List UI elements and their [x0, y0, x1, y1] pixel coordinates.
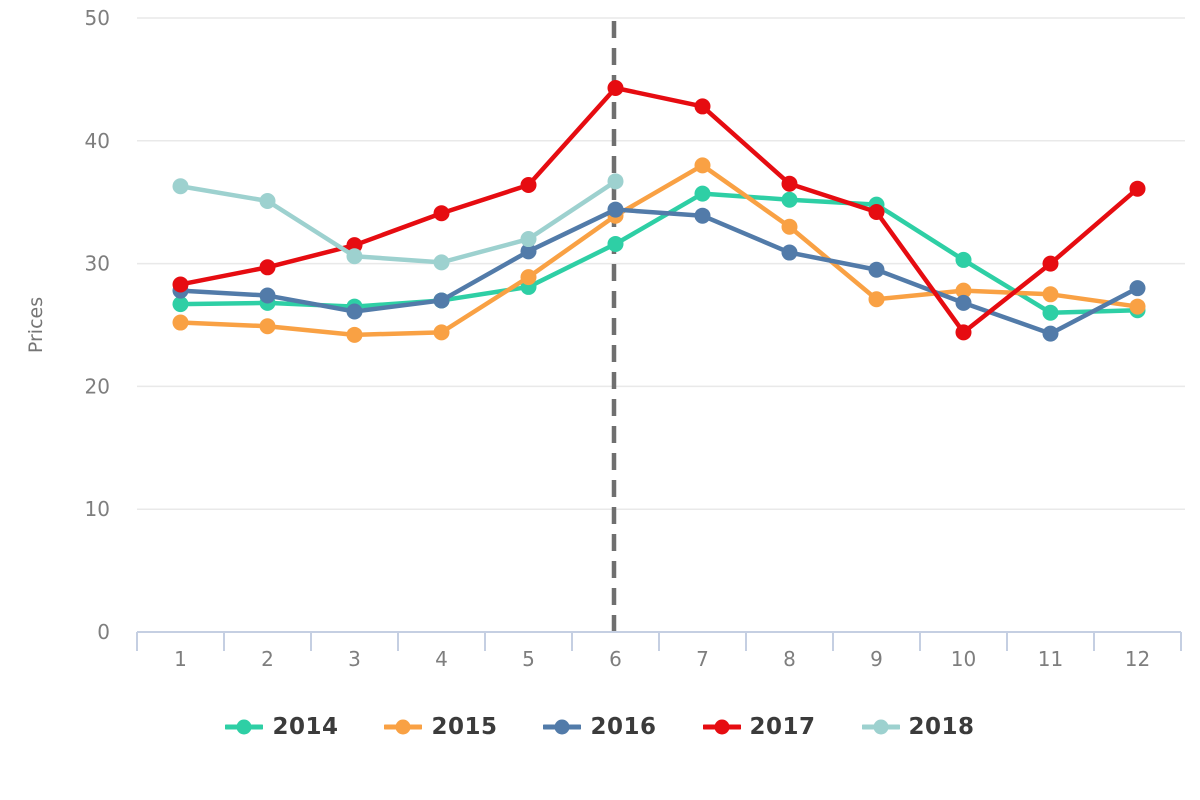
- data-point-2018-m2[interactable]: [259, 192, 276, 209]
- legend-label: 2017: [749, 714, 816, 740]
- x-tick-label-11: 11: [1038, 647, 1063, 671]
- data-point-2015-m11[interactable]: [1042, 286, 1059, 303]
- data-point-2015-m3[interactable]: [346, 326, 363, 343]
- legend-marker-icon: [225, 719, 264, 735]
- legend-marker-icon: [543, 719, 582, 735]
- data-point-2018-m6[interactable]: [607, 173, 624, 190]
- x-tick-label-10: 10: [951, 647, 976, 671]
- data-point-2014-m7[interactable]: [694, 185, 711, 202]
- legend-dot: [554, 719, 570, 735]
- legend-label: 2015: [431, 714, 498, 740]
- legend-item-2014[interactable]: 2014: [225, 714, 338, 740]
- legend-dot: [236, 719, 252, 735]
- x-tick-label-5: 5: [522, 647, 535, 671]
- y-axis-title: Prices: [25, 297, 47, 353]
- data-point-2015-m4[interactable]: [433, 324, 450, 341]
- x-tick-label-1: 1: [174, 647, 187, 671]
- data-point-2015-m9[interactable]: [868, 291, 885, 308]
- y-tick-label-20: 20: [85, 374, 110, 398]
- data-point-2016-m6[interactable]: [607, 201, 624, 218]
- y-tick-label-10: 10: [85, 497, 110, 521]
- x-tick-label-9: 9: [870, 647, 883, 671]
- data-point-2017-m5[interactable]: [520, 177, 537, 194]
- legend-dot: [873, 719, 889, 735]
- legend-marker-icon: [702, 719, 741, 735]
- data-point-2017-m2[interactable]: [259, 259, 276, 276]
- data-point-2016-m2[interactable]: [259, 287, 276, 304]
- data-point-2015-m8[interactable]: [781, 218, 798, 235]
- legend-label: 2016: [590, 714, 657, 740]
- data-point-2017-m7[interactable]: [694, 98, 711, 115]
- legend-marker-icon: [384, 719, 423, 735]
- data-point-2017-m12[interactable]: [1129, 180, 1146, 197]
- data-point-2016-m4[interactable]: [433, 292, 450, 309]
- data-point-2015-m7[interactable]: [694, 157, 711, 174]
- x-tick-label-4: 4: [435, 647, 448, 671]
- data-point-2015-m1[interactable]: [172, 314, 189, 331]
- series-line-2014: [178, 191, 1140, 315]
- data-point-2014-m1[interactable]: [172, 296, 189, 313]
- data-point-2014-m11[interactable]: [1042, 304, 1059, 321]
- series-line-2017: [178, 85, 1140, 335]
- y-tick-label-50: 50: [85, 6, 110, 30]
- data-point-2016-m9[interactable]: [868, 261, 885, 278]
- data-point-2018-m5[interactable]: [520, 231, 537, 248]
- legend-item-2017[interactable]: 2017: [702, 714, 816, 740]
- data-point-2016-m7[interactable]: [694, 207, 711, 224]
- data-point-2016-m11[interactable]: [1042, 325, 1059, 342]
- data-point-2016-m8[interactable]: [781, 244, 798, 261]
- data-point-2015-m12[interactable]: [1129, 298, 1146, 315]
- series-line-2015: [178, 163, 1140, 338]
- x-tick-label-6: 6: [609, 647, 622, 671]
- data-point-2016-m10[interactable]: [955, 294, 972, 311]
- data-point-2016-m3[interactable]: [346, 303, 363, 320]
- data-point-2017-m8[interactable]: [781, 175, 798, 192]
- data-point-2017-m1[interactable]: [172, 276, 189, 293]
- series-line-2016: [178, 207, 1140, 336]
- data-point-2017-m4[interactable]: [433, 205, 450, 222]
- data-point-2016-m5[interactable]: [520, 243, 537, 260]
- data-point-2017-m10[interactable]: [955, 324, 972, 341]
- data-point-2017-m9[interactable]: [868, 204, 885, 221]
- data-point-2017-m3[interactable]: [346, 237, 363, 254]
- data-point-2018-m1[interactable]: [172, 178, 189, 195]
- data-point-2015-m10[interactable]: [955, 282, 972, 299]
- data-point-2014-m6[interactable]: [607, 235, 624, 252]
- data-point-2015-m5[interactable]: [520, 269, 537, 286]
- legend-item-2015[interactable]: 2015: [384, 714, 497, 740]
- data-point-2017-m11[interactable]: [1042, 255, 1059, 272]
- legend-item-2018[interactable]: 2018: [861, 714, 975, 740]
- legend-label: 2014: [272, 714, 339, 740]
- data-point-2015-m2[interactable]: [259, 318, 276, 335]
- legend-item-2016[interactable]: 2016: [543, 714, 656, 740]
- series-line-2018: [178, 179, 618, 265]
- data-point-2014-m10[interactable]: [955, 251, 972, 268]
- data-point-2018-m4[interactable]: [433, 254, 450, 271]
- y-tick-label-0: 0: [97, 620, 110, 644]
- x-tick-label-8: 8: [783, 647, 796, 671]
- chart-legend: 2014 2015 2016 2017 2018: [0, 714, 1200, 740]
- x-tick-label-2: 2: [261, 647, 274, 671]
- x-tick-label-12: 12: [1125, 647, 1150, 671]
- legend-dot: [714, 719, 729, 735]
- legend-label: 2018: [908, 714, 975, 740]
- x-tick-label-3: 3: [348, 647, 361, 671]
- data-point-2016-m12[interactable]: [1129, 280, 1146, 297]
- y-tick-label-30: 30: [85, 252, 110, 276]
- y-tick-label-40: 40: [85, 129, 110, 153]
- legend-dot: [395, 719, 411, 735]
- legend-marker-icon: [861, 719, 900, 735]
- data-point-2018-m3[interactable]: [346, 248, 363, 265]
- data-point-2014-m8[interactable]: [781, 191, 798, 208]
- x-tick-label-7: 7: [696, 647, 709, 671]
- data-point-2017-m6[interactable]: [607, 79, 624, 96]
